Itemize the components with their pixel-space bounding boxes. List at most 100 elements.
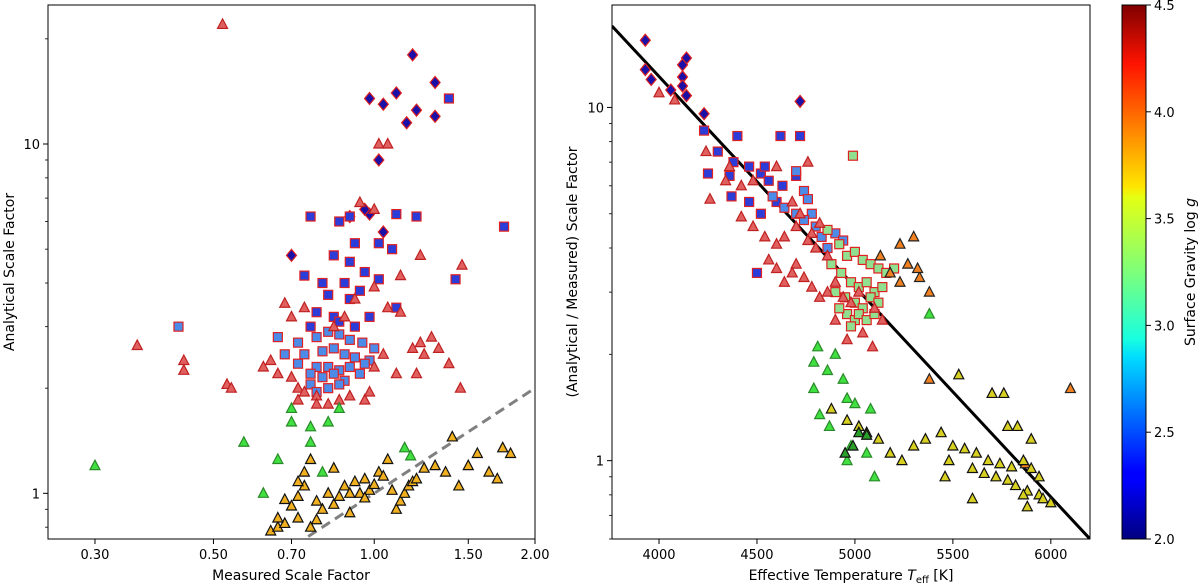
right-point-diamond (639, 33, 652, 48)
right-point-diamond (698, 106, 710, 121)
left-point-square (279, 349, 290, 360)
right-point-square (847, 150, 859, 161)
right-point-triangle (807, 355, 820, 367)
right-point-triangle (805, 226, 818, 238)
right-point-triangle (839, 446, 852, 458)
left-point-square (305, 211, 316, 222)
left-point-triangle (363, 385, 376, 397)
right-point-square (877, 281, 888, 293)
left-point-square (317, 277, 328, 289)
right-ytick-label: 1 (596, 455, 604, 470)
right-point-triangle (813, 407, 826, 420)
left-point-triangle (285, 499, 298, 511)
left-point-square (386, 244, 398, 255)
left-point-square (299, 349, 310, 360)
left-point-square (373, 274, 384, 285)
right-point-triangle (1001, 473, 1014, 485)
left-point-square (339, 349, 350, 360)
left-point-triangle (446, 430, 459, 442)
right-point-triangle (901, 257, 914, 269)
left-point-triangle (278, 296, 291, 308)
colorbar-tick-label: 4.0 (1154, 106, 1175, 121)
right-point-triangle (805, 280, 818, 292)
right-point-square (802, 194, 814, 205)
right-point-triangle (856, 326, 869, 338)
right-point-square (849, 246, 861, 257)
left-point-triangle (452, 479, 465, 491)
colorbar-gradient (1121, 4, 1147, 540)
right-point-square (791, 166, 802, 177)
right-point-triangle (1064, 381, 1077, 394)
left-point-triangle (298, 385, 311, 397)
right-point-triangle (1033, 470, 1046, 482)
right-point-triangle (837, 290, 850, 302)
left-point-triangle (292, 474, 305, 487)
left-point-triangle (425, 330, 438, 342)
left-point-triangle (292, 393, 305, 405)
left-point-triangle (496, 441, 509, 453)
left-point-triangle (322, 415, 335, 427)
left-point-triangle (456, 258, 468, 270)
right-xtick-label: 5500 (936, 548, 969, 563)
left-point-triangle (358, 393, 371, 405)
left-point-square (349, 321, 360, 332)
right-point-triangle (919, 432, 932, 444)
left-point-triangle (429, 458, 442, 471)
right-xlabel: Effective Temperature Teff [K] (749, 568, 954, 585)
left-point-triangle (225, 381, 238, 393)
right-point-triangle (845, 295, 857, 308)
left-point-triangle (418, 347, 431, 359)
left-point-square (311, 361, 322, 373)
right-point-triangle (872, 432, 885, 444)
right-point-triangle (653, 86, 666, 98)
left-point-square (344, 256, 355, 267)
left-point-diamond (390, 86, 403, 100)
left-point-triangle (257, 360, 270, 372)
left-point-triangle (363, 483, 376, 495)
left-point-triangle (454, 381, 467, 393)
left-point-square (498, 221, 510, 232)
left-ylabel: Analytical Scale Factor (2, 193, 18, 351)
right-point-triangle (829, 275, 842, 287)
right-point-square (841, 308, 853, 320)
left-xtick-label: 0.30 (80, 548, 109, 563)
left-point-triangle (271, 511, 284, 523)
right-point-triangle (884, 446, 897, 458)
right-point-triangle (1017, 488, 1030, 500)
left-point-triangle (257, 486, 270, 498)
right-point-triangle (735, 210, 748, 222)
left-point-square (317, 346, 328, 357)
left-point-triangle (271, 452, 284, 465)
right-point-triangle (913, 270, 926, 283)
right-point-triangle (790, 219, 803, 232)
colorbar-ticks: 2.0 2.5 3.0 3.5 4.0 4.5 (1146, 0, 1175, 548)
right-point-triangle (946, 439, 959, 451)
left-point-triangle (358, 472, 371, 484)
right-point-triangle (864, 402, 877, 414)
right-point-triangle (841, 391, 854, 404)
left-point-triangle (285, 401, 298, 414)
left-point-triangle (271, 366, 284, 379)
right-point-triangle (1044, 495, 1057, 508)
right-point-triangle (829, 347, 842, 359)
colorbar-tick-label: 4.5 (1154, 0, 1175, 14)
right-plot: 4000 4500 5000 5500 6000 1 10 Effective Temper… (565, 4, 1091, 585)
right-point-square (834, 303, 845, 314)
left-point-triangle (264, 353, 277, 366)
left-point-triangle (343, 486, 356, 498)
left-point-triangle (432, 341, 445, 353)
left-point-diamond (285, 248, 298, 263)
left-point-triangle (462, 458, 475, 471)
right-point-triangle (876, 313, 889, 325)
right-point-triangle (735, 179, 748, 191)
right-point-triangle (846, 439, 859, 451)
left-point-triangle (394, 494, 407, 506)
right-point-triangle (770, 237, 783, 249)
right-point-triangle (874, 249, 887, 261)
right-point-triangle (762, 253, 775, 265)
right-point-square (755, 208, 766, 219)
left-xlabel: Measured Scale Factor (212, 568, 370, 584)
left-point-triangle (304, 420, 317, 432)
right-point-square (726, 191, 737, 202)
